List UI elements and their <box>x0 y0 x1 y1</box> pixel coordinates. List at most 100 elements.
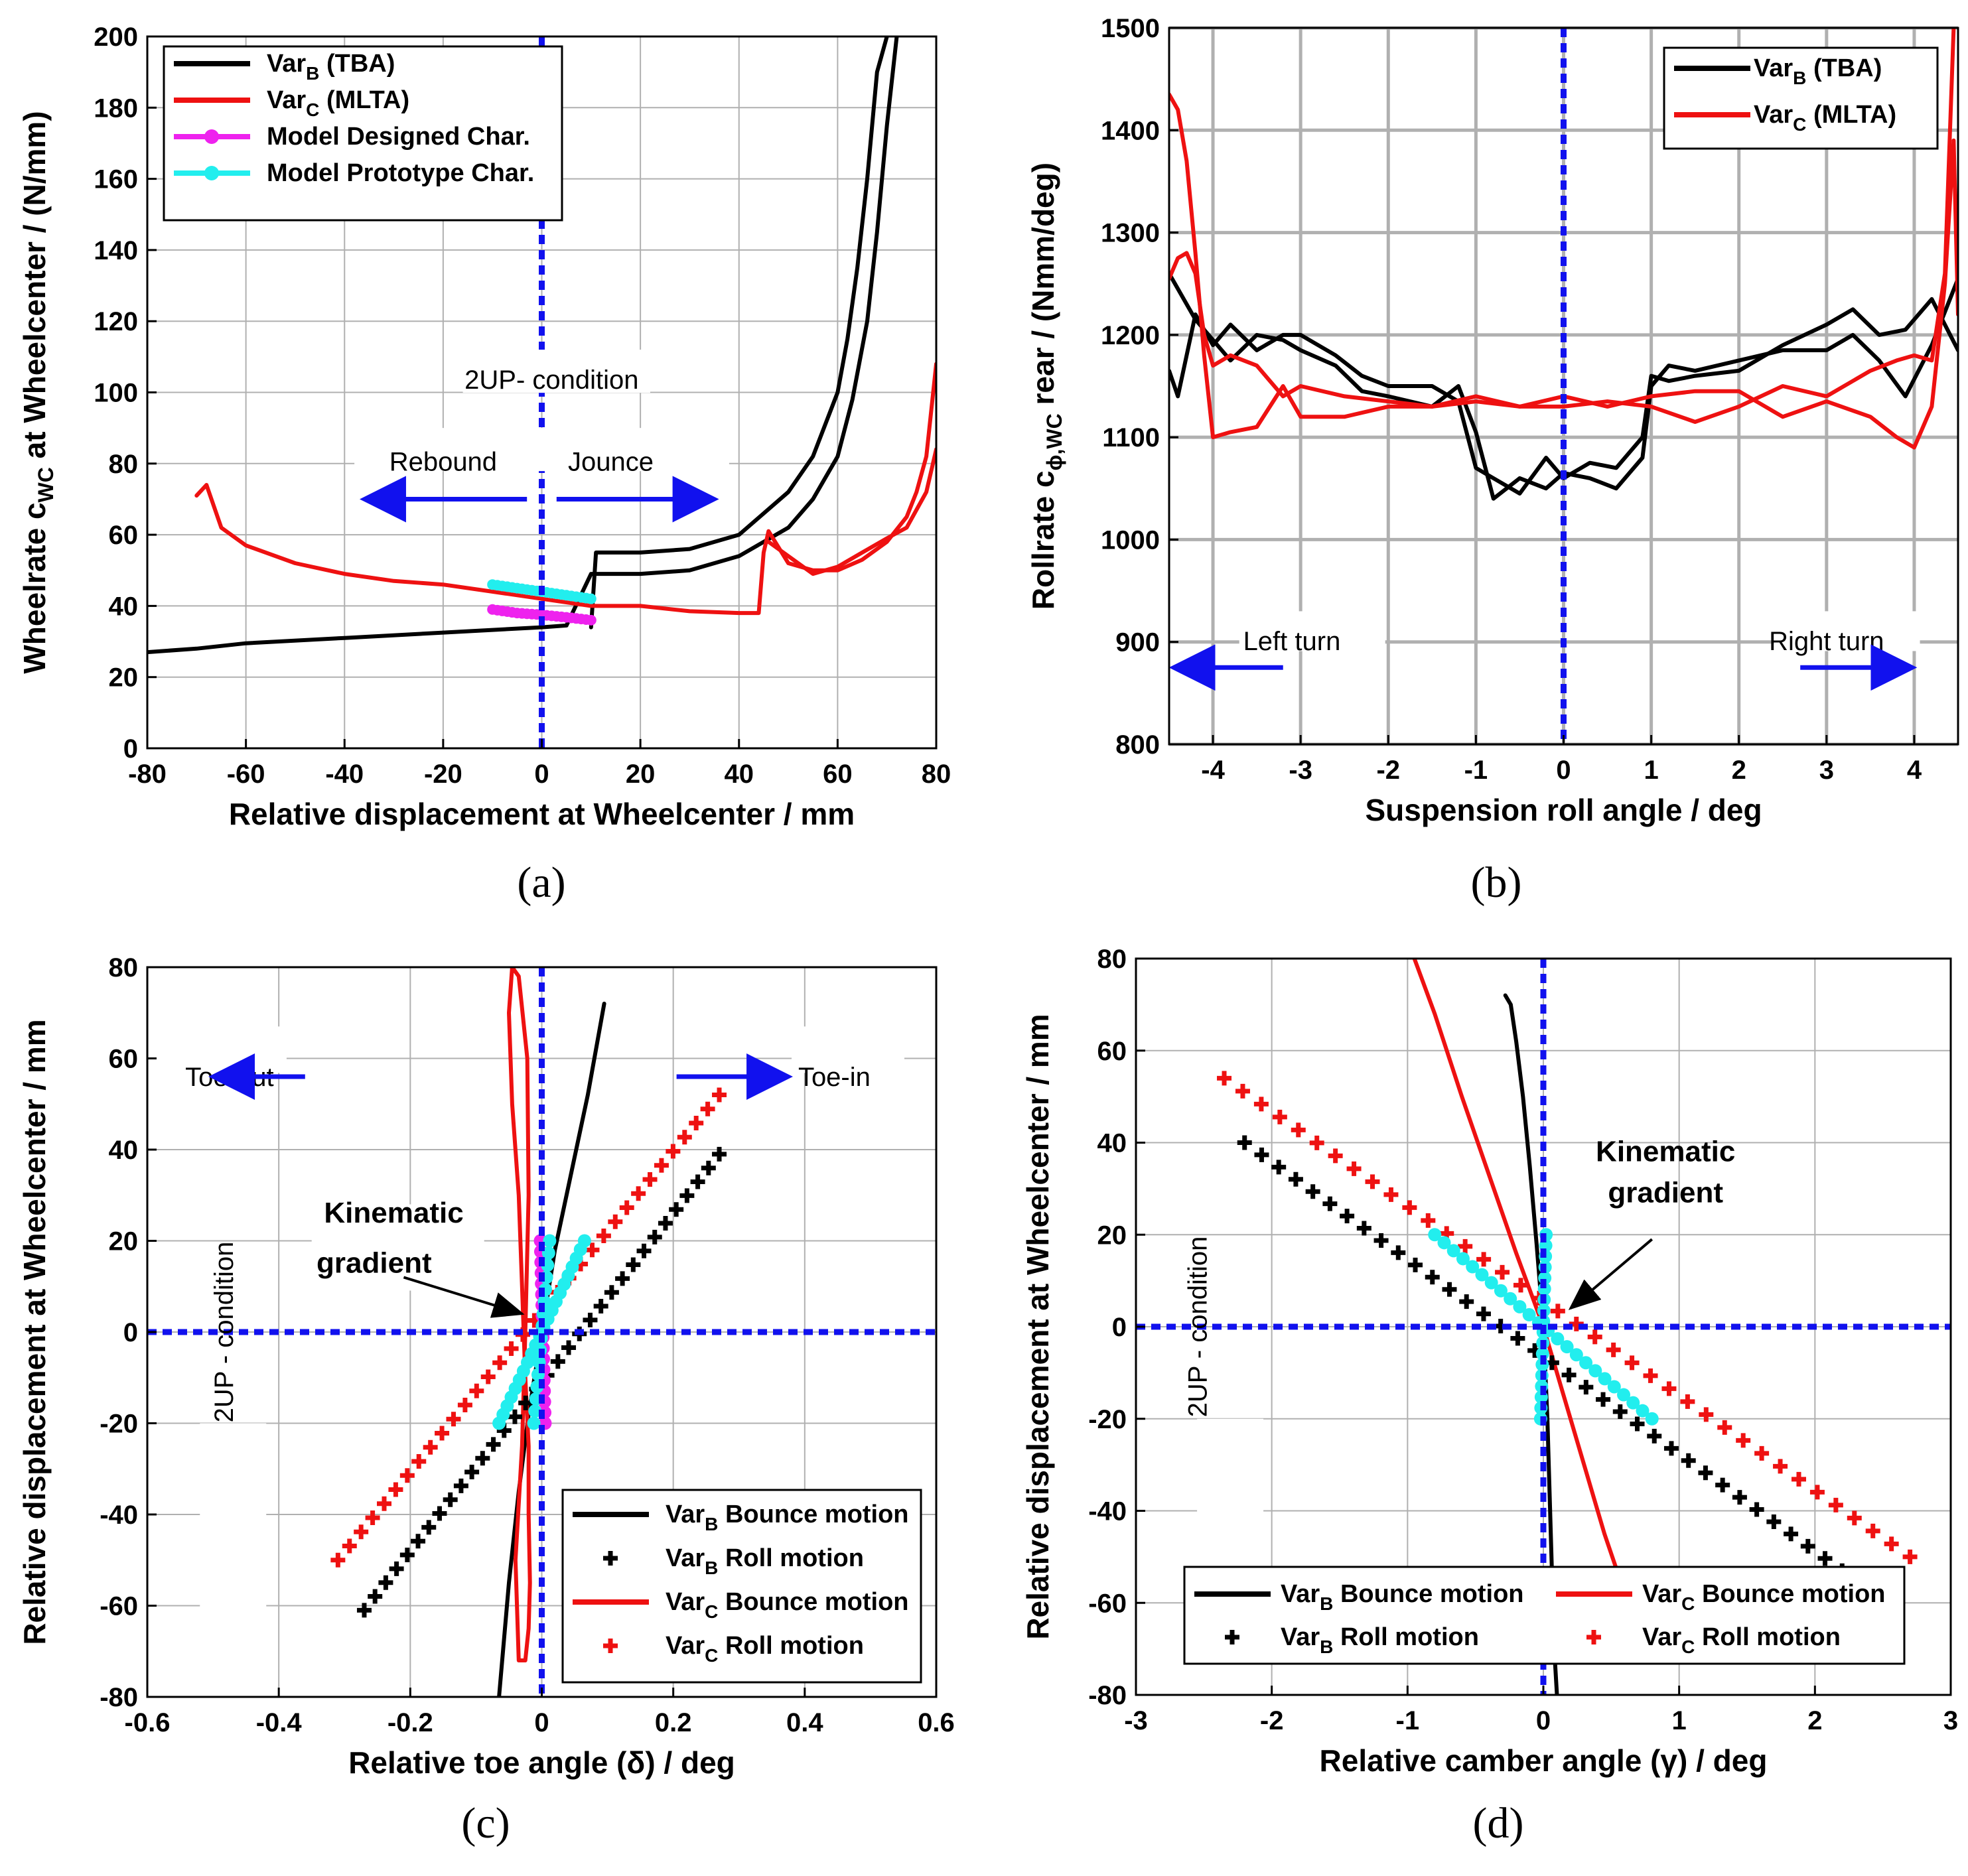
chart-c-y-axis-label: Relative displacement at Wheelcenter / m… <box>17 1019 52 1644</box>
chart-c-legend-item-0-label-rest: Bounce motion <box>718 1501 908 1528</box>
chart-d-legend-item-2-swatch <box>1225 1630 1239 1644</box>
chart-c-x-tick-label-3: 0 <box>534 1708 549 1737</box>
chart-d-series-2-point-2 <box>1271 1160 1287 1175</box>
chart-c-y-tick-label-4: 0 <box>123 1318 138 1347</box>
chart-c-series-3-point-10 <box>446 1412 461 1427</box>
chart-d-series-3-point-25 <box>1680 1394 1695 1409</box>
chart-c-legend-item-0-label-base: Var <box>666 1501 705 1528</box>
chart-d-x-tick-label-2: -1 <box>1396 1706 1420 1735</box>
chart-d-series-3-point-33 <box>1828 1497 1843 1512</box>
chart-a-legend: VarB (TBA)VarC (MLTA)Model Designed Char… <box>163 45 563 222</box>
chart-c-series-3-point-11 <box>457 1398 472 1412</box>
chart-b-y-label-rest: rear / (Nmm/deg) <box>1026 163 1060 413</box>
chart-c-series-2-point-5 <box>411 1534 426 1549</box>
chart-a-y-tick-label-5: 100 <box>94 379 138 408</box>
chart-d-legend-item-1: VarC Bounce motion <box>1556 1580 1886 1614</box>
chart-d-legend-item-1-label-rest: Bounce motion <box>1695 1580 1885 1608</box>
chart-d-series-2-point-25 <box>1663 1441 1679 1456</box>
chart-a-legend-item-2-label-base: Model Designed Char. <box>267 123 530 151</box>
chart-c-x-tick-label-0: -0.6 <box>125 1708 171 1737</box>
chart-d-series-3-point-27 <box>1717 1420 1732 1435</box>
chart-b-legend-item-0-label-base: Var <box>1754 54 1793 82</box>
chart-d-series-2-point-23 <box>1630 1416 1645 1432</box>
chart-d-series-4-point-17 <box>1588 1364 1602 1378</box>
chart-d-series-4-point-3 <box>1456 1252 1470 1266</box>
chart-a-x-tick-label-8: 80 <box>922 760 951 789</box>
chart-a-caption: (a) <box>517 858 565 907</box>
chart-d-series-2-point-4 <box>1305 1184 1320 1199</box>
chart-b-right-turn-label: Right turn <box>1769 627 1884 656</box>
chart-d-series-4-point-15 <box>1569 1348 1583 1362</box>
chart-a-legend-item-3-label: Model Prototype Char. <box>267 159 534 187</box>
chart-d-series-2-point-1 <box>1254 1147 1269 1162</box>
chart-a-x-tick-label-7: 60 <box>823 760 853 789</box>
chart-c-series-2-point-18 <box>550 1354 565 1369</box>
chart-c-caption: (c) <box>461 1799 510 1847</box>
chart-d-series-2-point-5 <box>1322 1196 1338 1211</box>
chart-d-ticks: -3 -2 -1 0 1 2 3 -80 -60 -40 -20 0 20 40 60 80 <box>1088 945 1958 1735</box>
chart-c-kinematic-arrow <box>403 1276 525 1318</box>
chart-b-x-tick-label-4: 0 <box>1556 756 1571 785</box>
chart-a-legend-item-0-label-rest: (TBA) <box>319 50 395 78</box>
chart-d-legend-box <box>1183 1566 1906 1665</box>
chart-d-caption: (d) <box>1473 1799 1524 1847</box>
chart-d-series-4-point-16 <box>1579 1356 1593 1370</box>
chart-c-series-3-point-6 <box>399 1468 415 1483</box>
chart-d-x-tick-label-1: -2 <box>1260 1706 1284 1735</box>
chart-b-x-axis-label: Suspension roll angle / deg <box>1365 793 1762 827</box>
chart-a-y-tick-label-4: 80 <box>109 450 139 479</box>
chart-d-y-tick-label-1: -60 <box>1088 1589 1127 1618</box>
chart-a-x-tick-label-3: -20 <box>424 760 462 789</box>
chart-d-legend-item-2-label-sub: B <box>1320 1637 1333 1657</box>
chart-d-series-2-point-26 <box>1681 1453 1696 1468</box>
chart-b-x-tick-label-5: 1 <box>1644 756 1658 785</box>
chart-d-annotations: Kinematic gradient 2UP - condition <box>1183 1135 1735 1638</box>
chart-c-series-2-point-22 <box>593 1299 608 1314</box>
chart-d-series-2-point-34 <box>1817 1551 1833 1566</box>
chart-c-kinematic-label-2: gradient <box>316 1247 432 1280</box>
chart-c-series-3-point-31 <box>689 1116 704 1130</box>
chart-b-legend-item-0-label-rest: (TBA) <box>1806 54 1882 82</box>
chart-c-series-2-point-23 <box>604 1285 619 1300</box>
chart-d-series-3 <box>1217 1071 1918 1564</box>
chart-d-kinematic-label-2: gradient <box>1608 1177 1723 1209</box>
chart-c-series-3-point-28 <box>654 1158 669 1173</box>
chart-b-x-tick-label-3: -1 <box>1464 756 1488 785</box>
chart-a-y-label-rest: at Wheelcenter / (N/mm) <box>17 111 52 467</box>
chart-b-left-turn-label: Left turn <box>1243 627 1341 656</box>
chart-b: Left turn Right turn -4 -3 -2 -1 0 1 2 3 4 800 900 1… <box>1026 14 1959 907</box>
chart-b-y-tick-label-2: 1000 <box>1101 525 1160 555</box>
chart-c-series-3-point-15 <box>504 1341 519 1356</box>
chart-d-y-axis-label: Relative displacement at Wheelcenter / m… <box>1020 1014 1055 1639</box>
chart-c-series-2-point-29 <box>669 1202 684 1217</box>
chart-a-legend-item-1-label-base: Var <box>267 86 306 114</box>
chart-c-x-tick-label-2: -0.2 <box>387 1708 433 1737</box>
chart-c-series-2-point-4 <box>399 1548 415 1563</box>
chart-c-legend-item-1: VarB Roll motion <box>603 1544 864 1578</box>
chart-d-series-3-point-26 <box>1699 1407 1714 1422</box>
chart-c-series-2-point-27 <box>647 1229 662 1244</box>
chart-a-legend-item-3-swatch-dot <box>204 166 219 180</box>
chart-b-y-label-sub: ϕ,WC <box>1042 413 1066 470</box>
chart-b-y-tick-label-7: 1500 <box>1101 14 1160 43</box>
chart-d-legend-item-0-label-rest: Bounce motion <box>1333 1580 1523 1608</box>
chart-c-toe-in-label: Toe-in <box>798 1063 871 1092</box>
chart-d-series-3-point-36 <box>1884 1536 1899 1552</box>
chart-b-legend-item-1-label-sub: C <box>1793 114 1806 135</box>
chart-d-legend-item-3-label-rest: Roll motion <box>1695 1623 1841 1651</box>
chart-c-series-2-point-30 <box>679 1188 695 1203</box>
chart-d-legend: VarB Bounce motion VarC Bounce motionVarB… <box>1183 1566 1906 1665</box>
chart-d-x-tick-label-5: 2 <box>1807 1706 1822 1735</box>
chart-c-legend-item-3-label-base: Var <box>666 1632 705 1660</box>
chart-a-y-tick-label-7: 140 <box>94 236 138 265</box>
chart-d-series-3-point-5 <box>1309 1135 1324 1150</box>
chart-d-series-2-point-3 <box>1288 1172 1303 1187</box>
chart-a-series-3 <box>766 447 936 576</box>
chart-d-series-3-point-30 <box>1773 1459 1788 1474</box>
chart-d-legend-item-3-label: VarC Roll motion <box>1642 1623 1841 1657</box>
chart-d-legend-item-1-label: VarC Bounce motion <box>1642 1580 1886 1614</box>
chart-c-series-3-point-14 <box>492 1355 508 1371</box>
chart-d-series-4-point-14 <box>1560 1340 1574 1354</box>
chart-c-x-tick-label-1: -0.4 <box>256 1708 303 1737</box>
chart-c-y-tick-label-1: -60 <box>100 1592 138 1621</box>
